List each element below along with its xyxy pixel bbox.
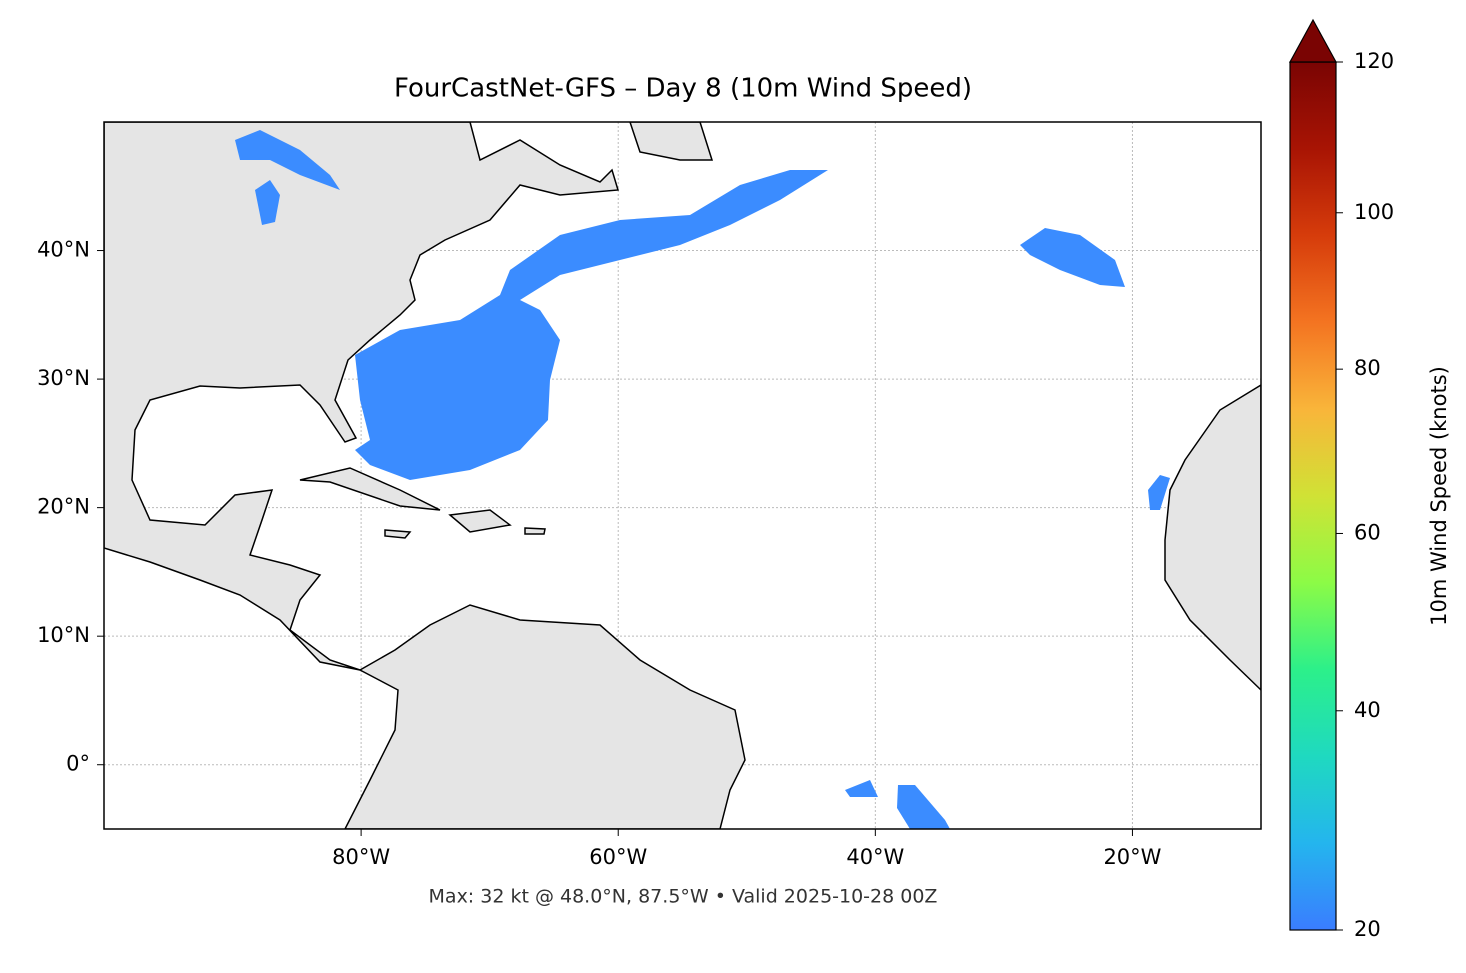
x-tick-label: 40°W: [846, 845, 904, 869]
hispaniola: [448, 509, 512, 533]
x-tick-label: 60°W: [589, 845, 647, 869]
colorbar-tick-label: 80: [1354, 356, 1381, 380]
colorbar-tick-label: 60: [1354, 520, 1381, 544]
colorbar-tick-label: 120: [1354, 49, 1394, 73]
colorbar-tick-label: 20: [1354, 917, 1381, 941]
colorbar-label: 10m Wind Speed (knots): [1427, 366, 1451, 626]
puerto-rico: [524, 527, 546, 535]
colorbar-bar: [1289, 61, 1337, 931]
cuba: [299, 467, 441, 511]
y-tick-label: 20°N: [37, 495, 90, 519]
north-america: [104, 122, 619, 671]
wind-area: [255, 180, 280, 225]
wind-area: [845, 780, 878, 797]
wind-area: [235, 130, 340, 190]
map-frame: [103, 121, 1262, 830]
map-area: [104, 122, 1261, 829]
south-america: [344, 604, 746, 829]
y-tick-label: 40°N: [37, 238, 90, 262]
colorbar-tick-label: 100: [1354, 200, 1394, 224]
footer-note: Max: 32 kt @ 48.0°N, 87.5°W • Valid 2025…: [429, 886, 938, 908]
jamaica: [384, 529, 412, 539]
y-tick-label: 30°N: [37, 366, 90, 390]
x-tick-label: 80°W: [332, 845, 390, 869]
x-tick-label: 20°W: [1103, 845, 1161, 869]
chart-title: FourCastNet-GFS – Day 8 (10m Wind Speed): [394, 74, 972, 104]
wind-area: [1020, 228, 1125, 287]
colorbar-tick-label: 40: [1354, 698, 1381, 722]
wind-area: [1148, 475, 1170, 510]
newfoundland: [629, 122, 714, 161]
colorbar: 10m Wind Speed (knots): [1288, 18, 1451, 931]
y-tick-label: 10°N: [37, 623, 90, 647]
y-tick-label: 0°: [66, 752, 90, 776]
wind-area: [355, 170, 828, 480]
africa: [1164, 384, 1261, 692]
colorbar-extend: [1288, 18, 1338, 63]
wind-area: [897, 785, 950, 829]
